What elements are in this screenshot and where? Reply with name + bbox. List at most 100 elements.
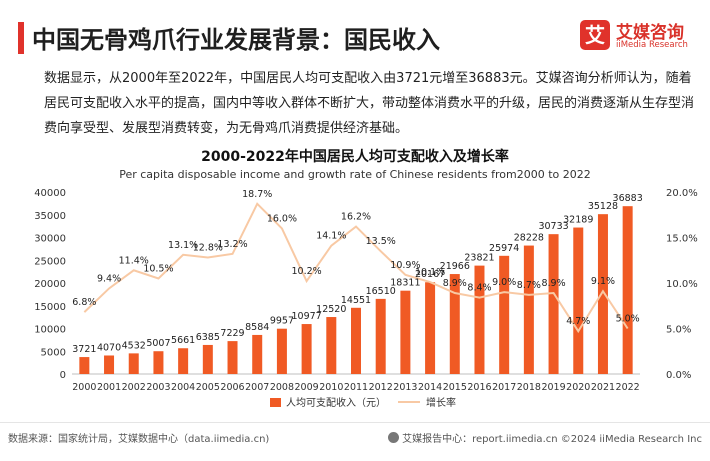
report-center-icon bbox=[388, 432, 400, 443]
summary-paragraph: 数据显示，从2000年至2022年，中国居民人均可支配收入由3721元增至368… bbox=[44, 71, 695, 136]
income-value-label: 4070 bbox=[97, 342, 121, 353]
income-bar bbox=[573, 227, 584, 374]
x-tick-label: 2014 bbox=[418, 382, 442, 393]
growth-rate-label: 6.8% bbox=[72, 297, 96, 308]
x-tick-label: 2018 bbox=[517, 382, 541, 393]
chart-subtitle: Per capita disposable income and growth … bbox=[119, 168, 591, 181]
income-bar bbox=[104, 355, 115, 374]
income-value-label: 4532 bbox=[122, 340, 146, 351]
income-bar bbox=[548, 234, 559, 374]
income-bar bbox=[79, 357, 90, 374]
income-bar bbox=[178, 348, 189, 374]
growth-rate-label: 8.7% bbox=[517, 280, 541, 291]
income-bar bbox=[375, 298, 386, 374]
growth-rate-label: 10.5% bbox=[143, 263, 173, 274]
x-tick-label: 2001 bbox=[97, 382, 121, 393]
y-tick-label: 15000 bbox=[34, 302, 66, 313]
income-value-label: 10977 bbox=[291, 311, 321, 322]
y-tick-label: 5000 bbox=[41, 347, 66, 358]
data-source-note: 数据来源：国家统计局，艾媒数据中心（data.iimedia.cn) bbox=[8, 434, 270, 445]
growth-rate-label: 12.8% bbox=[193, 243, 223, 254]
income-value-label: 16510 bbox=[366, 286, 396, 297]
growth-rate-label: 14.1% bbox=[316, 231, 346, 242]
y-tick-label: 0 bbox=[60, 370, 66, 381]
income-bar bbox=[622, 206, 633, 374]
income-value-label: 5007 bbox=[146, 338, 170, 349]
growth-rate-label: 8.9% bbox=[443, 278, 467, 289]
income-value-label: 3721 bbox=[72, 344, 96, 355]
growth-rate-label: 10.9% bbox=[390, 260, 420, 271]
income-value-label: 20167 bbox=[415, 269, 445, 280]
legend-label-growth: 增长率 bbox=[426, 396, 456, 409]
growth-rate-label: 8.4% bbox=[467, 283, 491, 294]
income-value-label: 28228 bbox=[514, 233, 544, 244]
income-bar bbox=[597, 214, 608, 374]
income-value-label: 32189 bbox=[563, 215, 593, 226]
growth-rate-label: 16.2% bbox=[341, 212, 371, 223]
growth-rate-label: 5.0% bbox=[616, 314, 640, 325]
income-bar bbox=[449, 274, 460, 374]
logo-mark-icon: 艾 bbox=[580, 20, 610, 50]
income-value-label: 21966 bbox=[440, 261, 470, 272]
growth-rate-label: 11.4% bbox=[119, 255, 149, 266]
growth-rate-label: 10.2% bbox=[292, 266, 322, 277]
income-value-label: 25974 bbox=[489, 243, 519, 254]
income-value-label: 35128 bbox=[588, 201, 618, 212]
income-value-label: 14551 bbox=[341, 295, 371, 306]
y-tick-label: 30000 bbox=[34, 234, 66, 245]
income-value-label: 7229 bbox=[220, 328, 244, 339]
income-value-label: 36883 bbox=[613, 193, 643, 204]
legend-swatch-income bbox=[270, 398, 281, 407]
growth-rate-label: 13.2% bbox=[217, 239, 247, 250]
growth-rate-label: 18.7% bbox=[242, 189, 272, 200]
growth-rate-label: 9.4% bbox=[97, 273, 121, 284]
x-tick-label: 2017 bbox=[492, 382, 516, 393]
y-tick-label: 10000 bbox=[34, 325, 66, 336]
y2-tick-label: 20.0% bbox=[666, 188, 698, 199]
logo-name-cn: 艾媒咨询 bbox=[616, 23, 684, 43]
income-bar bbox=[326, 317, 337, 374]
income-value-label: 6385 bbox=[196, 332, 220, 343]
brand-logo: 艾 艾媒咨询 iiMedia Research bbox=[580, 16, 698, 56]
x-tick-label: 2013 bbox=[393, 382, 417, 393]
income-value-label: 23821 bbox=[464, 253, 494, 264]
income-value-label: 30733 bbox=[538, 221, 568, 232]
growth-rate-label: 9.1% bbox=[591, 276, 615, 287]
chart-title: 2000-2022年中国居民人均可支配收入及增长率 bbox=[201, 149, 509, 165]
income-bar bbox=[301, 324, 312, 374]
income-bar bbox=[227, 341, 238, 374]
title-accent-bar bbox=[18, 22, 24, 54]
x-tick-label: 2005 bbox=[196, 382, 220, 393]
y2-tick-label: 0.0% bbox=[666, 370, 691, 381]
income-bar bbox=[474, 265, 485, 374]
x-tick-label: 2007 bbox=[245, 382, 269, 393]
x-tick-label: 2015 bbox=[443, 382, 467, 393]
footer-report-center: 艾媒报告中心：report.iimedia.cn ©2024 iiMedia R… bbox=[388, 430, 702, 445]
income-bar bbox=[523, 245, 534, 374]
y2-tick-label: 10.0% bbox=[666, 279, 698, 290]
x-tick-label: 2004 bbox=[171, 382, 195, 393]
x-tick-label: 2009 bbox=[295, 382, 319, 393]
income-bar bbox=[499, 255, 510, 374]
income-bar bbox=[202, 344, 213, 374]
income-bar bbox=[400, 290, 411, 374]
growth-rate-label: 13.1% bbox=[168, 240, 198, 251]
x-tick-label: 2016 bbox=[467, 382, 491, 393]
income-bar bbox=[128, 353, 139, 374]
growth-rate-label: 10.1% bbox=[415, 267, 445, 278]
page-title: 中国无骨鸡爪行业发展背景：国民收入 bbox=[32, 26, 440, 54]
income-bar bbox=[351, 307, 361, 374]
x-tick-label: 2006 bbox=[220, 382, 244, 393]
x-tick-label: 2020 bbox=[566, 382, 590, 393]
y-tick-label: 20000 bbox=[34, 279, 66, 290]
y-tick-label: 35000 bbox=[34, 211, 66, 222]
legend-label-income: 人均可支配收入（元） bbox=[286, 396, 386, 409]
x-tick-label: 2019 bbox=[541, 382, 565, 393]
x-tick-label: 2022 bbox=[616, 382, 640, 393]
x-tick-label: 2021 bbox=[591, 382, 615, 393]
footer-report-center-text: 艾媒报告中心：report.iimedia.cn ©2024 iiMedia R… bbox=[402, 434, 702, 445]
x-tick-label: 2008 bbox=[270, 382, 294, 393]
income-value-label: 9957 bbox=[270, 316, 294, 327]
income-value-label: 8584 bbox=[245, 322, 269, 333]
